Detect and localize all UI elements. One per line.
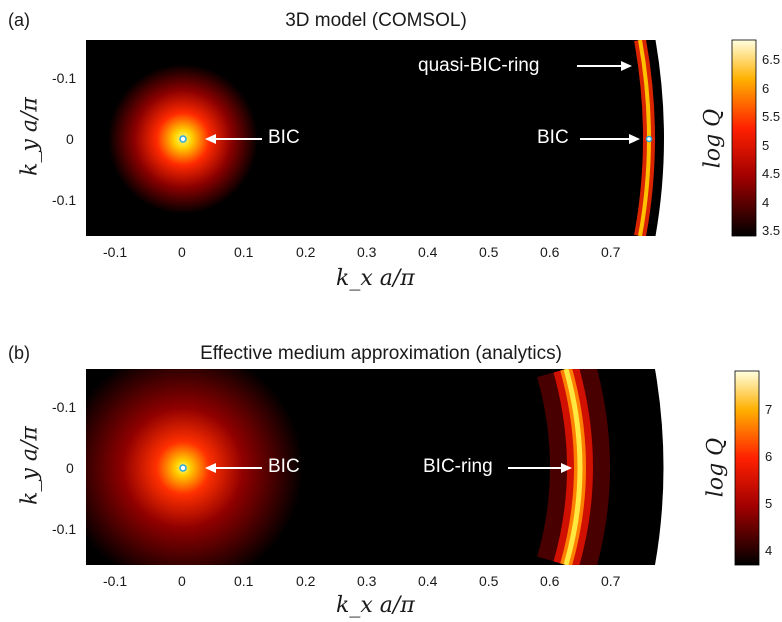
ytick: -0.1 (52, 399, 77, 415)
y-axis-label: k_y a/π (17, 426, 43, 505)
bic-marker (645, 135, 653, 143)
annotation-quasi-bic-ring: quasi-BIC-ring (418, 55, 540, 76)
colorbar (734, 370, 760, 566)
xtick: 0.3 (357, 244, 377, 260)
xtick: 0.3 (357, 573, 377, 589)
x-axis-label: k_x a/π (336, 266, 415, 291)
colorbar (731, 39, 757, 237)
annotation-bic-ring: BIC-ring (423, 456, 493, 477)
xtick: 0.4 (418, 573, 438, 589)
colorbar-tick: 3.5 (762, 223, 781, 238)
colorbar-tick: 5.5 (762, 109, 781, 124)
bic-marker (179, 135, 187, 143)
colorbar-label: log Q (703, 437, 729, 498)
panel-a: (a) 3D model (COMSOL) (0, 10, 782, 291)
colorbar-tick: 5 (765, 496, 773, 511)
xtick: 0.5 (479, 244, 499, 260)
annotation-bic: BIC (268, 127, 300, 148)
annotation-bic: BIC (268, 456, 300, 477)
ytick: 0 (66, 131, 74, 147)
ytick: -0.1 (52, 521, 77, 537)
xticks: -0.1 0 0.1 0.2 0.3 0.4 0.5 0.6 0.7 (0, 573, 782, 591)
ytick: -0.1 (52, 70, 77, 86)
xtick: -0.1 (103, 244, 128, 260)
panel-title: Effective medium approximation (analytic… (200, 343, 562, 364)
y-axis-label: k_y a/π (17, 97, 43, 176)
xticks: -0.1 0 0.1 0.2 0.3 0.4 0.5 0.6 0.7 (0, 244, 782, 262)
xtick: 0.2 (296, 573, 316, 589)
colorbar-tick: 5 (762, 137, 770, 153)
panel-label: (a) (8, 10, 30, 30)
xtick: 0 (178, 244, 186, 260)
colorbar-ticks: 7 6 5 4 (765, 386, 772, 574)
colorbar-tick: 7 (765, 402, 773, 417)
bic-marker (179, 464, 187, 472)
x-axis-label: k_x a/π (336, 593, 415, 618)
heatmap-b (86, 369, 760, 566)
colorbar-tick: 6 (765, 449, 773, 464)
ytick: 0 (66, 460, 74, 476)
panel-b: (b) Effective medium approximation (anal… (0, 311, 782, 622)
xtick: -0.1 (103, 573, 128, 589)
colorbar-tick: 4 (765, 543, 773, 558)
xtick: 0.5 (479, 573, 499, 589)
colorbar-ticks: 6.5 6 5.5 5 4.5 4 3.5 (762, 46, 780, 246)
xtick: 0.6 (540, 573, 560, 589)
xtick: 0.7 (601, 573, 621, 589)
panel-label: (b) (8, 343, 30, 363)
colorbar-tick: 4 (762, 194, 770, 210)
ytick: -0.1 (52, 192, 77, 208)
colorbar-tick: 6 (762, 80, 770, 96)
panel-title: 3D model (COMSOL) (285, 10, 467, 31)
xtick: 0.6 (540, 244, 560, 260)
heatmap-a (86, 39, 757, 237)
xtick: 0.1 (234, 244, 254, 260)
colorbar-tick: 4.5 (762, 166, 781, 181)
xtick: 0.2 (296, 244, 316, 260)
colorbar-tick: 6.5 (762, 52, 781, 67)
xtick: 0 (178, 573, 186, 589)
colorbar-label: log Q (700, 108, 726, 169)
xtick: 0.1 (234, 573, 254, 589)
xtick: 0.7 (601, 244, 621, 260)
annotation-bic: BIC (537, 127, 569, 148)
xtick: 0.4 (418, 244, 438, 260)
